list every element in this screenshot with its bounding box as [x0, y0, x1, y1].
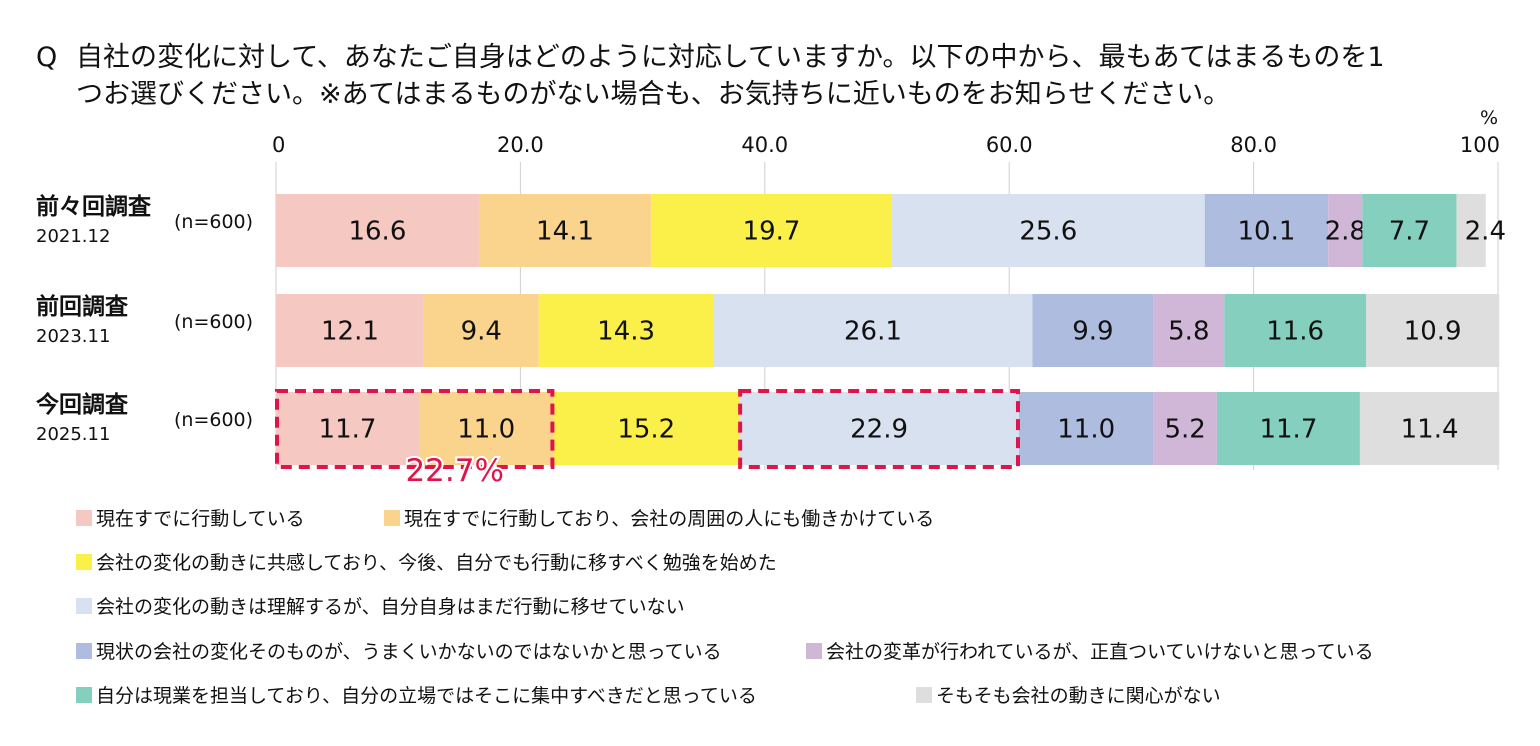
bar-value-label: 19.7 [743, 217, 801, 247]
bar-segment [1359, 392, 1500, 465]
bar-value-label: 7.7 [1389, 217, 1430, 247]
row-sample-size: (n=600) [174, 311, 253, 333]
legend-item: 現状の会社の変化そのものが、うまくいかないのではないかと思っている [76, 637, 722, 664]
bar-value-label: 11.7 [1259, 415, 1317, 445]
legend-label: 自分は現業を担当しており、自分の立場ではそこに集中すべきだと思っている [96, 685, 757, 707]
bar-value-label: 15.2 [617, 415, 675, 445]
legend-item: 自分は現業を担当しており、自分の立場ではそこに集中すべきだと思っている [76, 681, 757, 708]
x-tick-label: 80.0 [1230, 133, 1277, 157]
bar-segment [1204, 194, 1329, 267]
legend-label: 会社の変化の動きは理解するが、自分自身はまだ行動に移せていない [96, 596, 685, 618]
bar-segment [1153, 294, 1225, 367]
bar-segment [1153, 392, 1217, 465]
bar-value-label: 11.0 [1057, 415, 1115, 445]
bar-value-label: 14.1 [536, 217, 594, 247]
bar-value-label: 11.4 [1401, 415, 1459, 445]
bar-segment [651, 194, 892, 267]
x-tick-label: 40.0 [741, 133, 788, 157]
bar-value-label: 11.6 [1266, 317, 1324, 347]
row-date: 2025.11 [36, 424, 110, 445]
row-sample-size: (n=600) [174, 409, 253, 431]
bar-value-label: 5.8 [1168, 317, 1209, 347]
bar-segment [478, 194, 652, 267]
legend-label: 現在すでに行動している [96, 508, 305, 530]
legend-swatch [76, 686, 92, 703]
legend-label: そもそも会社の動きに関心がない [936, 685, 1221, 707]
bar-value-label: 2.4 [1465, 217, 1506, 247]
bar-segment [538, 294, 714, 367]
bar-value-label: 12.1 [321, 317, 379, 347]
legend-label: 会社の変革が行われているが、正直ついていけないと思っている [826, 641, 1374, 663]
bar-segment [1328, 194, 1363, 267]
bar-value-label: 14.3 [597, 317, 655, 347]
x-tick-label: 0 [272, 133, 285, 157]
legend-item: 現在すでに行動している [76, 504, 305, 531]
legend-swatch [76, 642, 92, 659]
bar-value-label: 25.6 [1019, 217, 1077, 247]
bar-segment [891, 194, 1205, 267]
x-tick-label: 60.0 [986, 133, 1033, 157]
bar-segment [1366, 294, 1500, 367]
bar-segment [1362, 194, 1457, 267]
bar-value-label: 22.9 [850, 415, 908, 445]
bar-segment [276, 294, 424, 367]
bar-segment [1456, 194, 1486, 267]
legend-item: 会社の変化の動きは理解するが、自分自身はまだ行動に移せていない [76, 592, 685, 619]
legend-label: 現状の会社の変化そのものが、うまくいかないのではないかと思っている [96, 641, 722, 663]
row-date: 2021.12 [36, 226, 110, 247]
legend-swatch [916, 686, 932, 703]
bar-value-label: 9.9 [1072, 317, 1113, 347]
bar-value-label: 2.8 [1325, 217, 1366, 247]
row-sample-size: (n=600) [174, 211, 253, 233]
bar-segment [1032, 294, 1154, 367]
bar-value-label: 10.9 [1404, 317, 1462, 347]
highlight-box [738, 389, 1020, 469]
row-date: 2023.11 [36, 326, 110, 347]
highlight-sum-label: 22.7% [405, 453, 503, 489]
x-tick-label: 20.0 [497, 133, 544, 157]
legend-item: 会社の変化の動きに共感しており、今後、自分でも行動に移すべく勉強を始めた [76, 548, 777, 575]
legend-swatch [76, 597, 92, 614]
bar-value-label: 11.7 [319, 415, 377, 445]
bar-segment [423, 294, 539, 367]
question-text-line-2: つお選びください。※あてはまるものがない場合も、お気持ちに近いものをお知らせくだ… [76, 79, 1231, 110]
question-mark: Q [36, 42, 58, 73]
bar-segment [1018, 392, 1154, 465]
bar-value-label: 16.6 [348, 217, 406, 247]
legend-swatch [76, 553, 92, 570]
bar-value-label: 9.4 [461, 317, 502, 347]
row-name: 今回調査 [36, 391, 128, 418]
bar-segment [739, 392, 1019, 465]
bar-value-label: 11.0 [457, 415, 515, 445]
bar-segment [276, 194, 479, 267]
legend-item: 会社の変革が行われているが、正直ついていけないと思っている [806, 637, 1374, 664]
bar-segment [418, 392, 554, 465]
bar-segment [1224, 294, 1367, 367]
highlight-box [275, 389, 555, 469]
bar-segment [553, 392, 740, 465]
bar-segment [1216, 392, 1360, 465]
row-name: 前回調査 [36, 293, 128, 320]
legend-swatch [806, 642, 822, 659]
x-unit-label: % [1480, 107, 1498, 129]
legend-label: 現在すでに行動しており、会社の周囲の人にも働きかけている [404, 508, 935, 530]
bar-value-label: 5.2 [1164, 415, 1205, 445]
legend-swatch [384, 509, 400, 526]
stacked-bar-chart: 0 20.0 40.0 60.0 80.0 100% 前々回調査 2021.12 (n=600)… [36, 107, 1506, 491]
legend-label: 会社の変化の動きに共感しており、今後、自分でも行動に移すべく勉強を始めた [96, 552, 777, 574]
bar-segment [713, 294, 1033, 367]
bar-segment [276, 392, 419, 465]
bar-value-label: 10.1 [1237, 217, 1295, 247]
legend-item: 現在すでに行動しており、会社の周囲の人にも働きかけている [384, 504, 934, 531]
x-tick-label: 100 [1460, 133, 1500, 157]
legend-item: そもそも会社の動きに関心がない [916, 681, 1221, 708]
bar-value-label: 26.1 [844, 317, 902, 347]
legend-swatch [76, 509, 92, 526]
question-text-line-1: 自社の変化に対して、あなたご自身はどのように対応していますか。以下の中から、最も… [76, 42, 1385, 73]
row-name: 前々回調査 [36, 193, 151, 220]
